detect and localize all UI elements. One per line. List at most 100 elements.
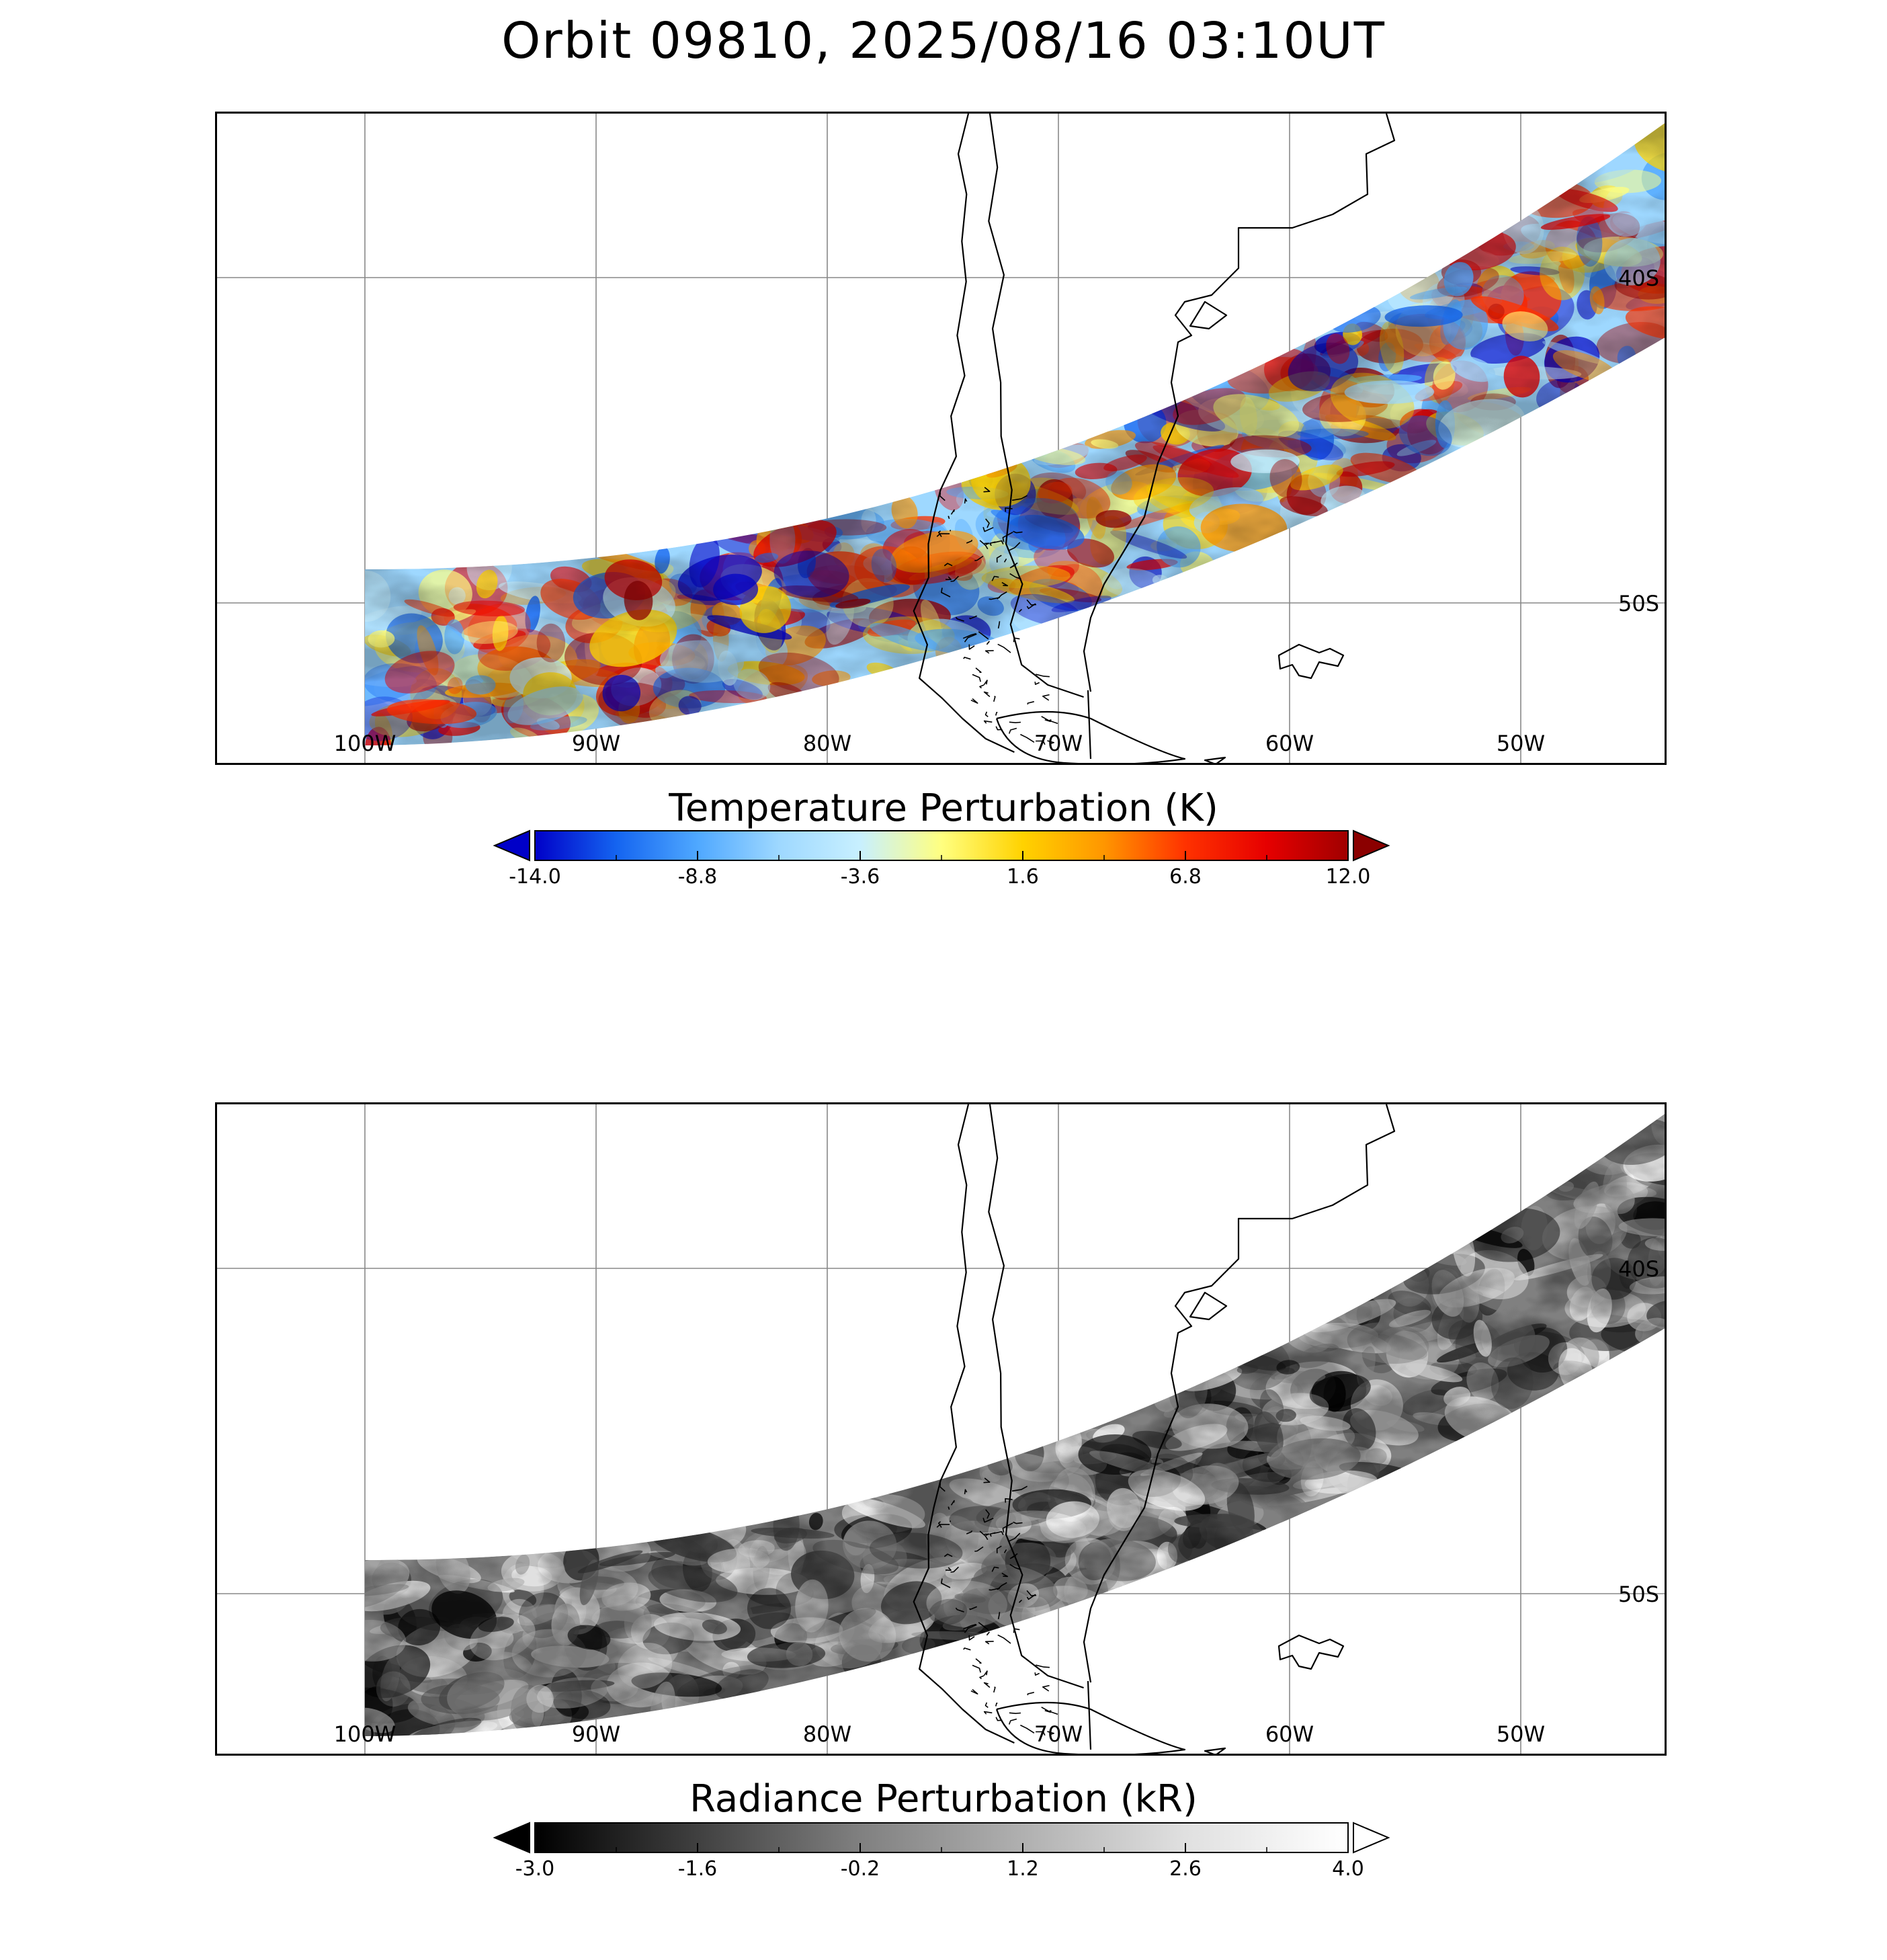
temperature-swath-texture [365,120,1665,745]
temperature-border [988,114,1084,698]
radiance-fjord [983,1711,993,1715]
temperature-fjord [983,680,988,686]
radiance-fjord [978,1622,989,1631]
temperature-coastlines [913,114,1396,763]
temperature-fjord [995,726,1003,731]
radiance-fjord [995,1717,1003,1721]
radiance-border [988,1104,1084,1689]
temperature-fjord [962,632,976,639]
radiance-swath [365,1111,1665,1736]
temperature-fjord [1047,740,1054,745]
radiance-fjord [985,1509,990,1519]
temperature-fjord [983,720,993,724]
radiance-fjord [986,1631,990,1636]
radiance-lon-label: 70W [1034,1721,1083,1747]
radiance-fjord [1011,1485,1028,1492]
temperature-fjord [938,530,942,538]
radiance-argentina-coast [1083,1104,1396,1683]
radiance-colorbar-under-arrow [493,1822,530,1854]
temperature-fjord [997,591,1007,600]
radiance-colorbar-tick-label: 4.0 [1332,1857,1364,1881]
radiance-fjord [964,1489,968,1495]
temperature-colorbar-tick-label: 6.8 [1169,865,1202,889]
temperature-fjord [969,615,978,620]
radiance-lat-label: 50S [1618,1582,1659,1607]
radiance-fjord [964,1624,977,1633]
temperature-lon-label: 60W [1265,731,1314,756]
radiance-colorbar-tick-label: -0.2 [841,1857,880,1881]
temperature-fjord [945,576,952,580]
temperature-fjord [991,575,999,581]
radiance-colorbar-tick-label: -3.0 [515,1857,555,1881]
temperature-colorbar-tick-label: 1.6 [1007,865,1039,889]
radiance-lon-label: 60W [1265,1721,1314,1747]
radiance-fjord [989,1588,1001,1591]
temperature-fjord [979,684,984,689]
radiance-fjord [939,1483,946,1492]
temperature-fjord [964,633,977,643]
temperature-fjord [974,555,984,561]
temperature-fjord [955,616,964,622]
radiance-colorbar-tick-label: 2.6 [1169,1857,1202,1881]
radiance-chile-coast [913,1104,1015,1744]
radiance-colorbar: -3.0 -1.6 -0.2 1.2 2.6 4.0 [493,1822,1390,1881]
radiance-lon-label: 100W [334,1721,396,1747]
radiance-fjords [936,1477,1058,1736]
temperature-fjord [964,498,968,504]
radiance-fjord [966,1530,973,1535]
radiance-fjord [993,1686,996,1693]
temperature-fjord [950,575,959,582]
radiance-fjord [1018,1599,1022,1603]
radiance-fjord [1002,1522,1013,1533]
radiance-fjord [984,1533,990,1537]
radiance-fjord [997,1612,1001,1620]
temperature-fjord [1026,599,1037,606]
temperature-lon-label: 100W [334,731,396,756]
temperature-fjord [963,657,971,660]
temperature-fjord [985,518,990,528]
temperature-fjord [1034,682,1040,685]
temperature-fjord [982,526,994,532]
temperature-colorbar-tick-label: -14.0 [509,865,561,889]
temperature-fjords [936,487,1058,745]
radiance-lat-label: 40S [1618,1256,1659,1282]
radiance-isla-estados [1204,1747,1226,1754]
temperature-falklands [1277,643,1345,680]
radiance-tierra-del-fuego [995,1680,1186,1754]
temperature-fjord [989,597,1001,600]
radiance-colorbar-title: Radiance Perturbation (kR) [689,1777,1198,1821]
radiance-peninsula [1189,1291,1228,1321]
temperature-fjord [1011,495,1028,501]
temperature-fjord [984,650,994,654]
radiance-fjord [1047,1731,1054,1736]
radiance-colorbar-over-arrow [1353,1822,1390,1854]
temperature-fjord [1001,581,1009,587]
radiance-fjord [944,1553,953,1557]
temperature-fjord [1036,740,1046,745]
temperature-fjord [1009,573,1021,580]
temperature-isla-estados [1204,756,1226,763]
temperature-fjord [966,539,973,544]
temperature-fjord [1008,727,1017,734]
radiance-fjord [1027,1692,1034,1696]
radiance-fjord [1003,1549,1007,1553]
temperature-fjord [939,492,946,501]
radiance-fjord [950,1566,959,1573]
radiance-fjord [963,1647,971,1651]
temperature-fjord [983,487,991,493]
radiance-fjord [997,1582,1007,1590]
radiance-fjord [1048,1710,1058,1715]
temperature-tierra-del-fuego [995,690,1186,763]
radiance-fjord [997,1634,1011,1644]
radiance-fjord [982,1517,994,1523]
radiance-fjord [983,1682,991,1688]
temperature-fjord [979,540,989,550]
temperature-argentina-coast [1083,114,1396,692]
radiance-map-canvas: 100W 90W 80W 70W 60W 50W 40S 50S [217,1104,1665,1754]
temperature-fjord [970,698,978,704]
temperature-fjord [996,555,1002,563]
temperature-fjord [1042,694,1050,701]
temperature-fjord [984,542,990,546]
temperature-colorbar-tick-label: -8.8 [678,865,718,889]
radiance-fjord [948,1506,950,1510]
